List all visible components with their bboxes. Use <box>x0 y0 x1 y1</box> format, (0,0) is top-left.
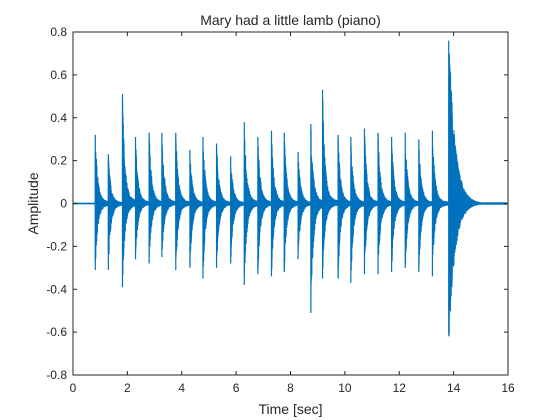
y-tick-label: 0.8 <box>50 25 67 39</box>
y-tick-label: -0.4 <box>46 282 67 296</box>
x-tick-label: 0 <box>70 381 77 395</box>
y-axis-label: Amplitude <box>25 172 41 234</box>
y-tick-label: -0.2 <box>46 239 67 253</box>
y-tick-label: 0 <box>60 197 67 211</box>
y-tick-label: -0.6 <box>46 325 67 339</box>
x-axis-label: Time [sec] <box>258 401 322 417</box>
waveform-line <box>72 53 508 334</box>
x-tick-label: 8 <box>287 381 294 395</box>
x-tick-label: 4 <box>178 381 185 395</box>
x-tick-label: 2 <box>124 381 131 395</box>
x-tick-label: 6 <box>233 381 240 395</box>
y-tick-label: -0.8 <box>46 368 67 382</box>
y-tick-label: 0.2 <box>50 154 67 168</box>
x-axis-ticks: 0 2 4 6 8 10 12 14 16 <box>70 32 515 395</box>
x-tick-label: 14 <box>447 381 461 395</box>
x-tick-label: 10 <box>338 381 352 395</box>
y-axis-ticks: -0.8 -0.6 -0.4 -0.2 0 0.2 0.4 0.6 0.8 <box>46 25 508 382</box>
waveform-series <box>72 40 508 337</box>
y-tick-label: 0.6 <box>50 68 67 82</box>
chart-title: Mary had a little lamb (piano) <box>200 12 381 28</box>
x-tick-label: 12 <box>393 381 407 395</box>
x-tick-label: 16 <box>501 381 515 395</box>
y-tick-label: 0.4 <box>50 111 67 125</box>
